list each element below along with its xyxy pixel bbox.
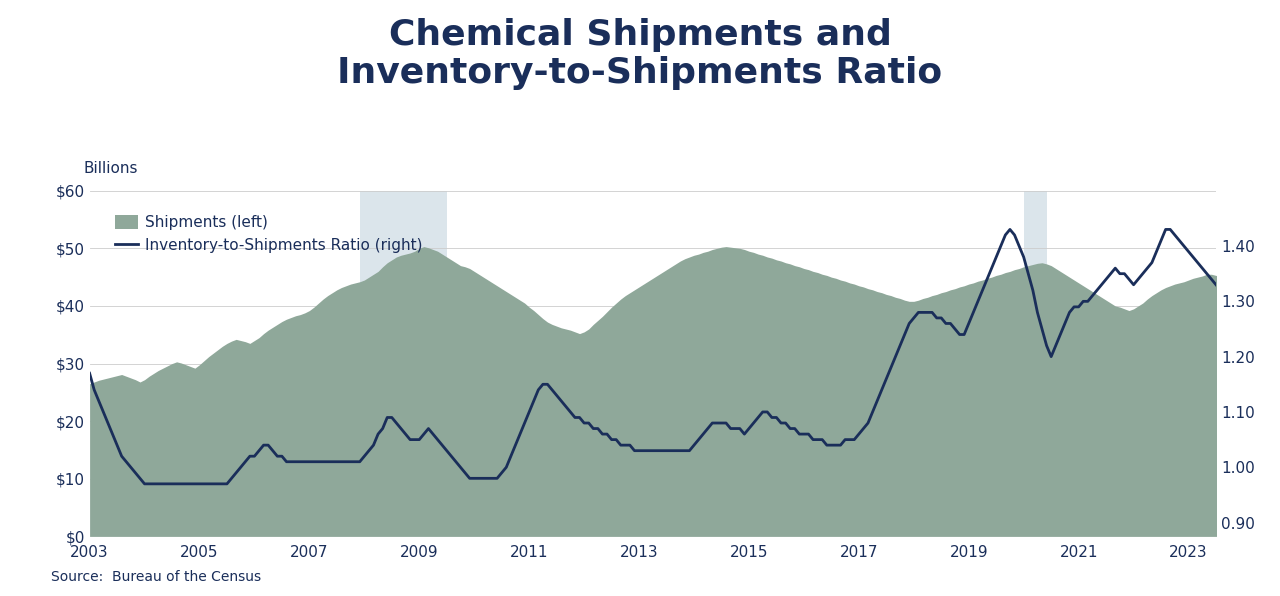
Legend: Shipments (left), Inventory-to-Shipments Ratio (right): Shipments (left), Inventory-to-Shipments… bbox=[109, 209, 429, 259]
Text: Source:  Bureau of the Census: Source: Bureau of the Census bbox=[51, 570, 261, 584]
Text: Billions: Billions bbox=[83, 161, 138, 176]
Bar bbox=[360, 191, 447, 536]
Bar bbox=[1024, 191, 1047, 536]
Text: Chemical Shipments and
Inventory-to-Shipments Ratio: Chemical Shipments and Inventory-to-Ship… bbox=[338, 18, 942, 90]
